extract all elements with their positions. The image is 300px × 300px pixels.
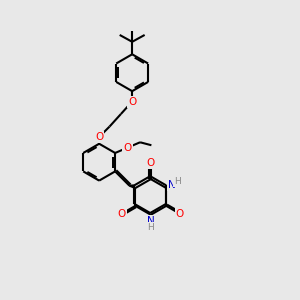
Text: N: N xyxy=(147,216,155,226)
Text: H: H xyxy=(147,223,154,232)
Text: H: H xyxy=(174,177,180,186)
Text: O: O xyxy=(124,142,132,153)
Text: O: O xyxy=(118,209,126,219)
Text: O: O xyxy=(176,209,184,219)
Text: O: O xyxy=(128,97,136,106)
Text: O: O xyxy=(147,158,155,168)
Text: O: O xyxy=(95,132,103,142)
Text: N: N xyxy=(168,180,176,190)
